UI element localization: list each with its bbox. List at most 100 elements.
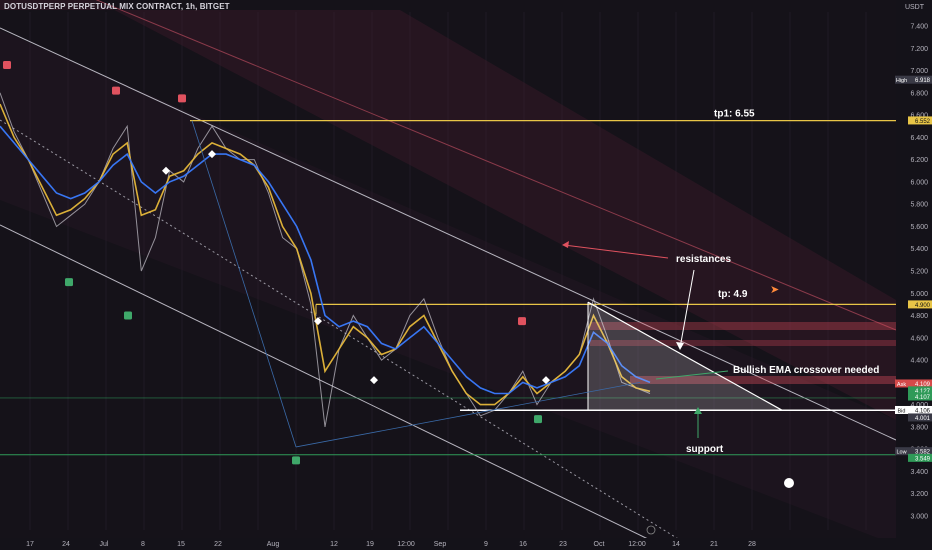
price-tag [908,405,932,414]
y-tick-label: 5.200 [910,269,928,276]
price-tag-value: 4.001 [915,416,931,422]
buy-marker [124,311,132,320]
channel-line-mid-upper [0,27,897,441]
price-tag [908,116,932,125]
signal-diamond [208,150,216,159]
middle-channel-zone [0,30,896,545]
y-tick-label: 3.000 [910,514,928,521]
resistances-annotation: resistances [676,254,731,265]
settings-icon [646,525,656,535]
x-tick-label: 12 [330,541,338,548]
rocket-icon: ➤ [770,284,779,296]
y-tick-label: 5.400 [910,246,928,253]
x-tick-label: 15 [177,541,185,548]
resistance-arrow-2 [679,269,695,349]
y-tick-label: 3.400 [910,469,928,476]
x-tick-label: 12:00 [628,541,646,548]
ghost-icon [784,478,794,488]
y-tick-label: 4.800 [910,313,928,320]
x-tick-label: Aug [267,541,280,548]
price-tag-label: Low [896,450,906,456]
y-tick-label: 6.000 [910,179,928,186]
y-tick-label: 3.200 [910,491,928,498]
signal-diamond [162,166,170,175]
y-tick-label: 7.200 [910,46,928,53]
price-tag-label-bg [895,447,908,456]
x-tick-label: 24 [62,541,70,548]
series-price [0,92,651,427]
price-tag-value: 4.109 [915,382,931,388]
price-tag-value: 3.582 [915,450,931,456]
y-tick-label: 5.800 [910,202,928,209]
buy-marker [534,415,542,424]
x-tick-label: 17 [26,541,34,548]
x-tick-label: Sep [434,541,447,548]
x-tick-label: 16 [519,541,527,548]
price-tag [908,453,932,462]
x-tick-label: Jul [100,541,109,548]
price-tag [908,413,932,422]
resistance-zone [590,322,896,330]
triangle-hypotenuse [587,301,783,411]
price-tag [908,447,932,456]
price-tag-value: 4.127 [915,389,931,395]
support-arrowhead [694,407,702,414]
x-tick-label: 28 [748,541,756,548]
price-tag-label: Bid [898,408,906,414]
y-tick-label: 4.400 [910,358,928,365]
y-tick-label: 4.000 [910,402,928,409]
projection-line [295,381,641,448]
ema-arrow [655,370,729,380]
y-tick-label: 6.600 [910,113,928,120]
x-tick-label: 14 [672,541,680,548]
x-tick-label: 12:00 [397,541,415,548]
resistance-arrowhead-2 [676,342,684,350]
y-tick-label: 5.600 [910,224,928,231]
series-ema-fast [0,103,651,406]
support-annotation: support [686,444,724,455]
x-tick-label: 19 [366,541,374,548]
price-tag [908,300,932,309]
y-tick-label: 6.800 [910,90,928,97]
signal-diamond [370,376,378,385]
sell-marker [112,86,120,95]
y-tick-label: 3.800 [910,424,928,431]
y-tick-label: 4.600 [910,335,928,342]
x-tick-label: Oct [594,541,605,548]
y-tick-label: 6.400 [910,135,928,142]
resistance-arrowhead [562,241,569,248]
resistance-zone [630,376,896,384]
y-tick-label: 5.000 [910,291,928,298]
resistance-arrow [563,244,669,259]
price-tag-value: 6.552 [915,119,931,125]
price-tag-value: 6.918 [915,78,931,84]
price-tag [908,386,932,395]
currency-label: USDT [904,4,924,11]
y-tick-label: 6.200 [910,157,928,164]
price-tag-label: Ask [897,382,906,388]
price-tag-value: 4.107 [915,395,931,401]
x-tick-label: 9 [484,541,488,548]
x-tick-label: 21 [710,541,718,548]
price-tag-value: 4.900 [915,303,931,309]
lower-channel-line [0,224,651,541]
y-tick-label: 7.000 [910,68,928,75]
tp1-annotation: tp1: 6.55 [714,109,755,120]
x-tick-label: 22 [214,541,222,548]
price-tag-label-bg [895,379,908,388]
buy-marker [292,456,300,465]
signal-diamond [542,376,550,385]
price-tag-value: 3.549 [915,456,931,462]
price-tag-label-bg [895,75,908,84]
sell-marker [3,60,11,69]
signal-diamond [314,317,322,326]
price-tag-value: 4.106 [915,408,931,414]
price-tag [908,392,932,401]
resistance-zone [590,340,896,346]
buy-marker [65,278,73,287]
y-tick-label: 7.400 [910,24,928,31]
ema-annotation: Bullish EMA crossover needed [733,365,879,376]
